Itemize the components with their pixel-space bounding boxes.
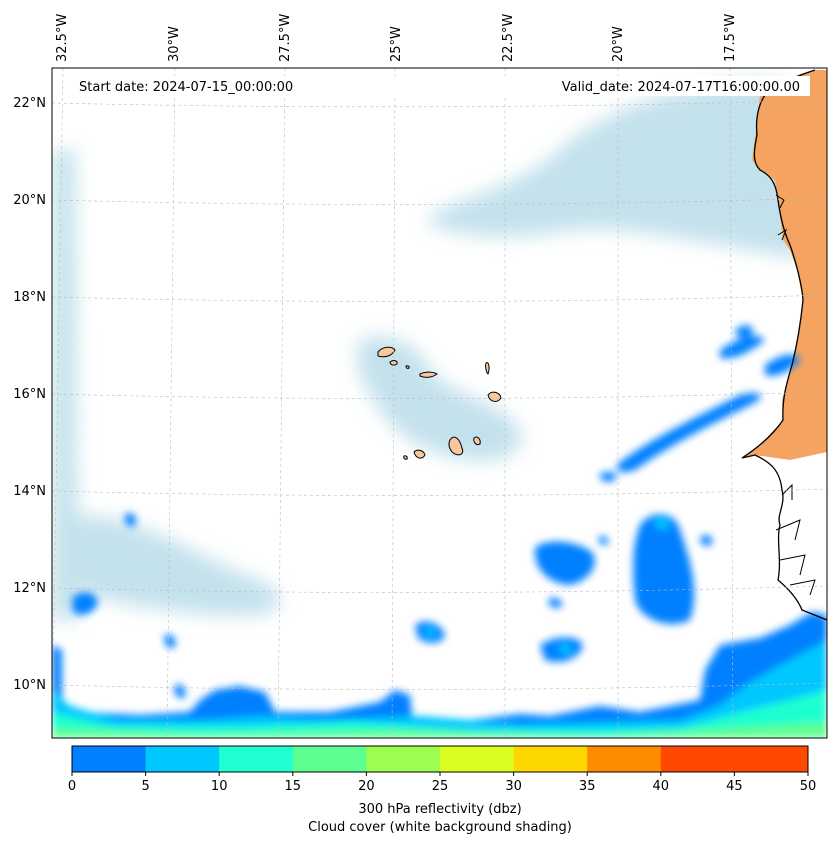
- refl-streak-5: [599, 472, 617, 482]
- refl-streak-4: [735, 325, 753, 338]
- colorbar-tick-label: 5: [141, 779, 149, 794]
- lat-tick-label: 16°N: [13, 387, 46, 402]
- island-santiago: [448, 436, 464, 456]
- lon-labels: 32.5°W 30°W 27.5°W 25°W 22.5°W 20°W 17.5°W: [55, 14, 738, 62]
- colorbar: 0 5 10 15 20 25 30 35 40 45 50: [68, 745, 817, 794]
- lat-tick-label: 12°N: [13, 581, 46, 596]
- colorbar-swatch: [72, 746, 147, 772]
- refl-cell-n: [559, 644, 572, 655]
- island-sal: [485, 362, 490, 375]
- lat-line-12: [52, 585, 827, 593]
- lat-line-10: [52, 682, 827, 690]
- colorbar-swatch: [734, 746, 809, 772]
- cloud-south-west: [60, 515, 281, 616]
- map-frame: [51, 67, 828, 739]
- colorbar-tick-label: 50: [800, 779, 817, 794]
- lat-tick-label: 18°N: [13, 290, 46, 305]
- colorbar-tick-label: 20: [358, 779, 375, 794]
- island-brava: [403, 455, 408, 460]
- island-maio: [473, 436, 481, 445]
- refl-cell-b: [633, 514, 695, 624]
- colorbar-tick-label: 35: [579, 779, 596, 794]
- map-panel: Start date: 2024-07-15_00:00:00 Valid_da…: [52, 68, 827, 738]
- africa-land: [742, 70, 827, 460]
- lon-tick-label: 22.5°W: [501, 14, 516, 62]
- island-sao-nicolau: [419, 371, 438, 378]
- lon-tick-label: 17.5°W: [723, 14, 738, 62]
- island-fogo: [413, 449, 426, 459]
- cloud-cover-shading: [52, 80, 800, 620]
- refl-cell-f: [548, 598, 563, 608]
- lon-line-17.5: [729, 68, 734, 738]
- refl-cell-h: [164, 634, 176, 649]
- lat-labels: 22°N 20°N 18°N 16°N 14°N 12°N 10°N: [13, 96, 46, 693]
- lat-line-18: [52, 294, 827, 302]
- island-santa-luzia: [405, 365, 410, 369]
- colorbar-swatch: [660, 746, 735, 772]
- coast-detail-1: [775, 194, 816, 596]
- start-date-label: Start date: 2024-07-15_00:00:00: [79, 80, 293, 95]
- lat-tick-label: 14°N: [13, 484, 46, 499]
- lat-line-20: [52, 197, 827, 205]
- lat-tick-label: 20°N: [13, 193, 46, 208]
- colorbar-tick-label: 0: [68, 779, 76, 794]
- refl-cell-e: [72, 592, 98, 615]
- lat-line-22: [52, 99, 827, 108]
- refl-band-south-25: [52, 722, 827, 738]
- lat-tick-label: 10°N: [13, 678, 46, 693]
- colorbar-tick-label: 15: [285, 779, 302, 794]
- colorbar-swatch: [219, 746, 294, 772]
- african-coastline: [741, 69, 827, 621]
- colorbar-tick-label: 25: [432, 779, 449, 794]
- cloud-islands: [356, 336, 522, 461]
- refl-band-south-20: [52, 690, 827, 738]
- colorbar-swatch: [366, 746, 441, 772]
- island-boa-vista: [487, 391, 502, 402]
- refl-cell-j: [700, 535, 713, 546]
- refl-cell-g: [124, 513, 136, 527]
- colorbar-swatch: [587, 746, 662, 772]
- refl-cell-k: [598, 536, 609, 545]
- refl-band-south: [52, 612, 827, 738]
- lon-tick-label: 27.5°W: [278, 14, 293, 62]
- refl-cell-i: [174, 684, 186, 699]
- cloud-band-north: [430, 80, 800, 260]
- lat-line-14: [52, 488, 827, 496]
- colorbar-swatch: [292, 746, 367, 772]
- colorbar-label: 300 hPa reflectivity (dbz): [358, 802, 521, 817]
- graticule: [52, 68, 827, 738]
- colorbar-tick-label: 30: [505, 779, 522, 794]
- colorbar-tick-label: 10: [211, 779, 228, 794]
- colorbar-swatch: [513, 746, 588, 772]
- lon-line-25: [391, 68, 396, 738]
- island-santo-antao: [377, 346, 396, 358]
- refl-streak-3: [765, 354, 800, 376]
- date-banner: [70, 76, 810, 96]
- lon-tick-label: 30°W: [167, 26, 182, 62]
- valid-date-label: Valid_date: 2024-07-17T16:00:00.00: [562, 80, 800, 95]
- lon-tick-label: 25°W: [389, 26, 404, 62]
- lon-tick-label: 32.5°W: [55, 14, 70, 62]
- colorbar-sublabel: Cloud cover (white background shading): [308, 820, 572, 835]
- colorbar-swatch: [145, 746, 220, 772]
- lon-line-27.5: [277, 68, 286, 738]
- refl-streak-1: [616, 393, 761, 473]
- colorbar-tick-label: 40: [653, 779, 670, 794]
- land-areas: [742, 70, 827, 460]
- cloud-west-strip: [52, 150, 78, 620]
- lat-tick-label: 22°N: [13, 96, 46, 111]
- lon-line-32.5: [52, 68, 64, 738]
- refl-cell-a: [534, 541, 595, 585]
- colorbar-swatch: [440, 746, 515, 772]
- refl-cell-m: [424, 627, 436, 638]
- lon-line-30: [166, 68, 176, 738]
- refl-cell-l: [654, 517, 669, 530]
- lat-line-16: [52, 391, 827, 399]
- lon-tick-label: 20°W: [611, 26, 626, 62]
- colorbar-tick-label: 45: [726, 779, 743, 794]
